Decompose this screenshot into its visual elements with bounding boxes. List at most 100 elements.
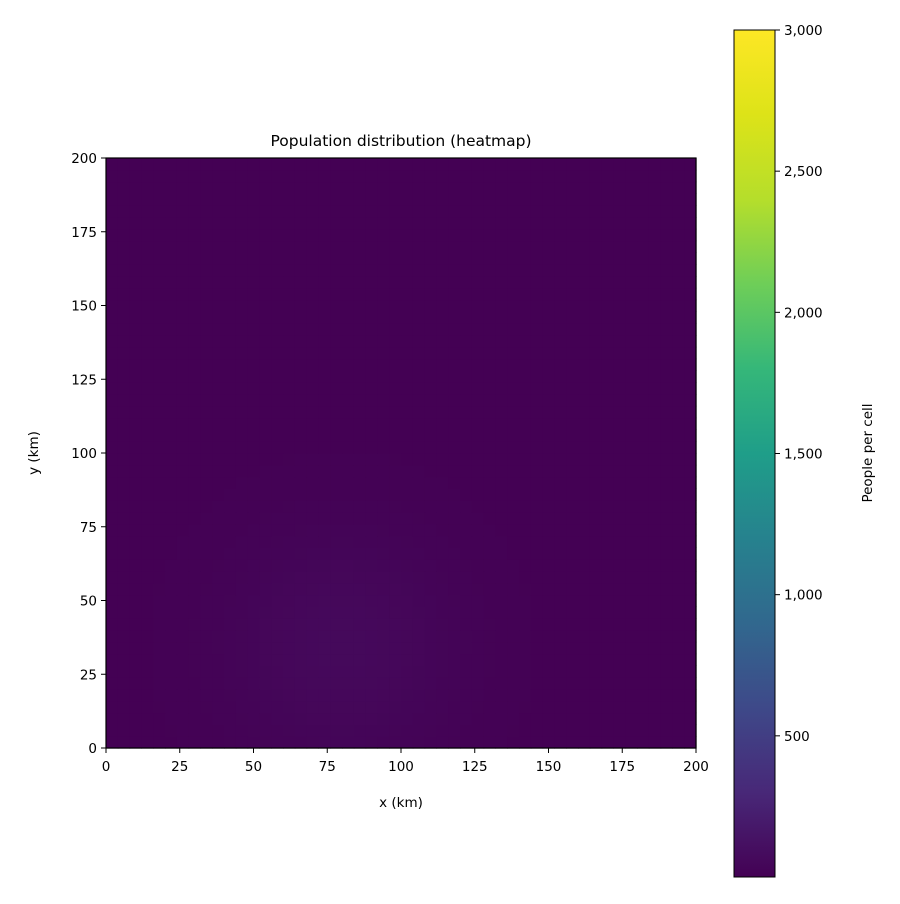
heatmap-cell bbox=[212, 323, 225, 336]
heatmap-cell bbox=[672, 476, 685, 489]
heatmap-cell bbox=[353, 228, 367, 242]
heatmap-cell bbox=[318, 559, 331, 572]
heatmap-cell bbox=[176, 653, 190, 666]
heatmap-cell bbox=[247, 594, 260, 607]
heatmap-cell bbox=[294, 394, 308, 407]
heatmap-cell bbox=[330, 724, 343, 737]
heatmap-cell bbox=[342, 700, 355, 714]
heatmap-cell bbox=[672, 653, 685, 666]
heatmap-cell bbox=[141, 417, 154, 430]
heatmap-cell bbox=[684, 641, 697, 655]
heatmap-cell bbox=[212, 264, 225, 277]
heatmap-cell bbox=[495, 205, 508, 218]
heatmap-cell bbox=[471, 712, 485, 725]
heatmap-cell bbox=[318, 618, 331, 631]
heatmap-cell bbox=[542, 335, 555, 348]
heatmap-cell bbox=[554, 252, 567, 265]
heatmap-cell bbox=[389, 689, 402, 702]
heatmap-cell bbox=[330, 712, 343, 725]
heatmap-cell bbox=[460, 370, 473, 383]
heatmap-cell bbox=[625, 252, 638, 265]
heatmap-cell bbox=[578, 417, 591, 430]
heatmap-cell bbox=[495, 500, 508, 513]
heatmap-cell bbox=[460, 523, 473, 537]
heatmap-cell bbox=[259, 736, 272, 749]
heatmap-cell bbox=[141, 689, 154, 702]
heatmap-cell bbox=[613, 429, 626, 442]
heatmap-cell bbox=[176, 512, 190, 525]
heatmap-cell bbox=[389, 500, 402, 513]
heatmap-cell bbox=[200, 346, 213, 360]
heatmap-cell bbox=[613, 323, 626, 336]
heatmap-cell bbox=[412, 346, 426, 360]
heatmap-cell bbox=[389, 441, 402, 454]
heatmap-cell bbox=[495, 358, 508, 371]
heatmap-cell bbox=[129, 441, 142, 454]
heatmap-cell bbox=[412, 181, 426, 194]
heatmap-cell bbox=[424, 335, 437, 348]
heatmap-cell bbox=[648, 476, 662, 489]
heatmap-cell bbox=[129, 488, 142, 501]
heatmap-cell bbox=[471, 594, 485, 607]
heatmap-cell bbox=[578, 476, 591, 489]
heatmap-cell bbox=[637, 700, 650, 714]
heatmap-cell bbox=[106, 217, 119, 230]
heatmap-cell bbox=[188, 228, 201, 242]
heatmap-cell bbox=[212, 653, 225, 666]
heatmap-cell bbox=[365, 193, 378, 206]
heatmap-cell bbox=[365, 370, 378, 383]
heatmap-cell bbox=[589, 677, 603, 690]
heatmap-cell bbox=[542, 476, 555, 489]
heatmap-cell bbox=[306, 630, 319, 643]
heatmap-cell bbox=[660, 618, 673, 631]
heatmap-cell bbox=[342, 323, 355, 336]
colorbar-label: People per cell bbox=[860, 403, 876, 502]
heatmap-cell bbox=[613, 358, 626, 371]
heatmap-cell bbox=[165, 311, 178, 324]
heatmap-cell bbox=[401, 665, 414, 678]
heatmap-cell bbox=[294, 500, 308, 513]
heatmap-cell bbox=[613, 240, 626, 253]
heatmap-cell bbox=[530, 335, 544, 348]
heatmap-cell bbox=[601, 228, 614, 242]
heatmap-cell bbox=[613, 618, 626, 631]
heatmap-cell bbox=[412, 252, 426, 265]
heatmap-cell bbox=[306, 358, 319, 371]
heatmap-cell bbox=[106, 382, 119, 395]
heatmap-cell bbox=[271, 217, 284, 230]
heatmap-cell bbox=[153, 169, 166, 183]
heatmap-cell bbox=[507, 665, 520, 678]
heatmap-cell bbox=[460, 169, 473, 183]
heatmap-cell bbox=[306, 500, 319, 513]
heatmap-cell bbox=[637, 641, 650, 655]
heatmap-cell bbox=[165, 453, 178, 466]
heatmap-cell bbox=[412, 228, 426, 242]
heatmap-cell bbox=[530, 630, 544, 643]
heatmap-cell bbox=[495, 700, 508, 714]
heatmap-cell bbox=[684, 358, 697, 371]
heatmap-cell bbox=[294, 641, 308, 655]
heatmap-cell bbox=[330, 394, 343, 407]
heatmap-cell bbox=[271, 641, 284, 655]
heatmap-cell bbox=[448, 736, 461, 749]
heatmap-cell bbox=[460, 346, 473, 360]
heatmap-cell bbox=[495, 276, 508, 289]
heatmap-cell bbox=[389, 287, 402, 301]
heatmap-cell bbox=[648, 606, 662, 619]
heatmap-cell bbox=[106, 158, 119, 171]
heatmap-cell bbox=[259, 689, 272, 702]
heatmap-cell bbox=[365, 205, 378, 218]
heatmap-cell bbox=[200, 512, 213, 525]
heatmap-cell bbox=[613, 205, 626, 218]
heatmap-cell bbox=[672, 441, 685, 454]
heatmap-cell bbox=[401, 287, 414, 301]
heatmap-cell bbox=[648, 618, 662, 631]
heatmap-cell bbox=[601, 217, 614, 230]
heatmap-cell bbox=[542, 370, 555, 383]
heatmap-cell bbox=[412, 382, 426, 395]
heatmap-cell bbox=[353, 523, 367, 537]
heatmap-cell bbox=[117, 689, 131, 702]
heatmap-cell bbox=[625, 158, 638, 171]
heatmap-cell bbox=[589, 370, 603, 383]
heatmap-cell bbox=[589, 311, 603, 324]
